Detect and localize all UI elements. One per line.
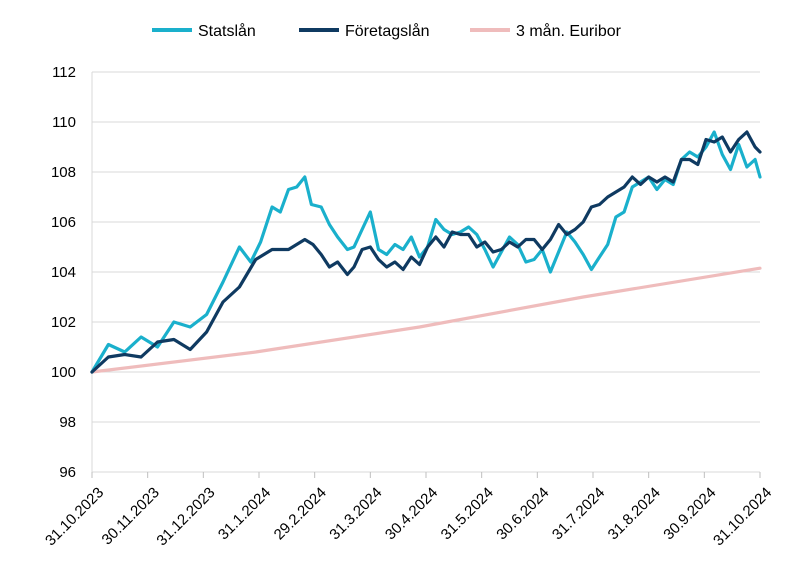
y-tick-label: 100 [51, 364, 76, 381]
y-tick-label: 104 [51, 264, 76, 281]
series-line-statslan [90, 130, 762, 374]
x-tick-label: 31.12.2023 [153, 484, 218, 549]
x-tick-label: 31.3.2024 [326, 484, 385, 543]
x-tick-label: 31.8.2024 [605, 484, 664, 543]
y-tick-label: 102 [51, 314, 76, 331]
legend-label: Statslån [198, 22, 256, 40]
series-lines [90, 130, 762, 374]
legend-label: 3 mån. Euribor [516, 22, 622, 40]
x-tick-label: 31.5.2024 [438, 484, 497, 543]
x-tick-label: 30.4.2024 [382, 484, 441, 543]
y-tick-label: 96 [59, 464, 76, 481]
y-tick-labels: 96 98 100 102 104 106 108 110 112 [51, 64, 76, 481]
series-line-foretagslan [90, 130, 762, 374]
legend: Statslån Företagslån 3 mån. Euribor [152, 22, 622, 40]
x-tick-label: 30.6.2024 [493, 484, 552, 543]
y-tick-label: 112 [52, 64, 76, 81]
x-tick-label: 29.2.2024 [271, 484, 330, 543]
gridlines [92, 71, 760, 473]
x-tick-label: 30.11.2023 [99, 484, 163, 548]
y-tick-label: 98 [59, 414, 76, 431]
series-line-euribor [90, 266, 762, 374]
x-tick-label: 31.10.2024 [710, 484, 775, 549]
axes [91, 72, 761, 478]
x-tick-label: 31.10.2023 [42, 484, 107, 549]
x-tick-label: 30.9.2024 [660, 484, 719, 543]
y-tick-label: 108 [51, 164, 76, 181]
y-tick-label: 106 [51, 214, 76, 231]
legend-label: Företagslån [345, 22, 430, 40]
x-tick-label: 31.7.2024 [549, 484, 608, 543]
x-tick-label: 31.1.2024 [215, 484, 274, 543]
x-tick-labels: 31.10.202330.11.202331.12.202331.1.20242… [42, 484, 775, 549]
y-tick-label: 110 [52, 114, 76, 131]
